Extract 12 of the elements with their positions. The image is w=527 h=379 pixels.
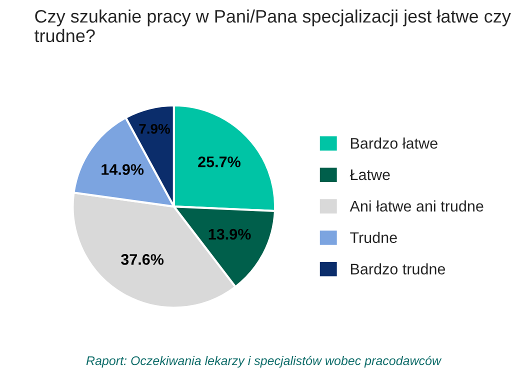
text: Raport: Oczekiwania lekarzy i specjalistów wobec pracodawców [86,356,442,368]
data-label: 14.9% [102,164,144,175]
data-label: 37.6% [121,254,164,265]
chart-title: Czy szukanie pracy w Pani/Pana specjalizacji jest łatwe czy trudne? [34,9,511,42]
data-label: 25.7% [198,156,240,168]
legend-label: Bardzo łatwe [351,138,438,149]
legend-label: Łatwe [350,170,390,180]
legend-label: Ani łatwe ani trudne [350,200,484,212]
legend-label: Trudne [350,232,397,244]
data-label: 13.9% [208,228,251,240]
legend-label: Bardzo trudne [351,263,446,274]
data-label: 7.9% [139,124,170,134]
